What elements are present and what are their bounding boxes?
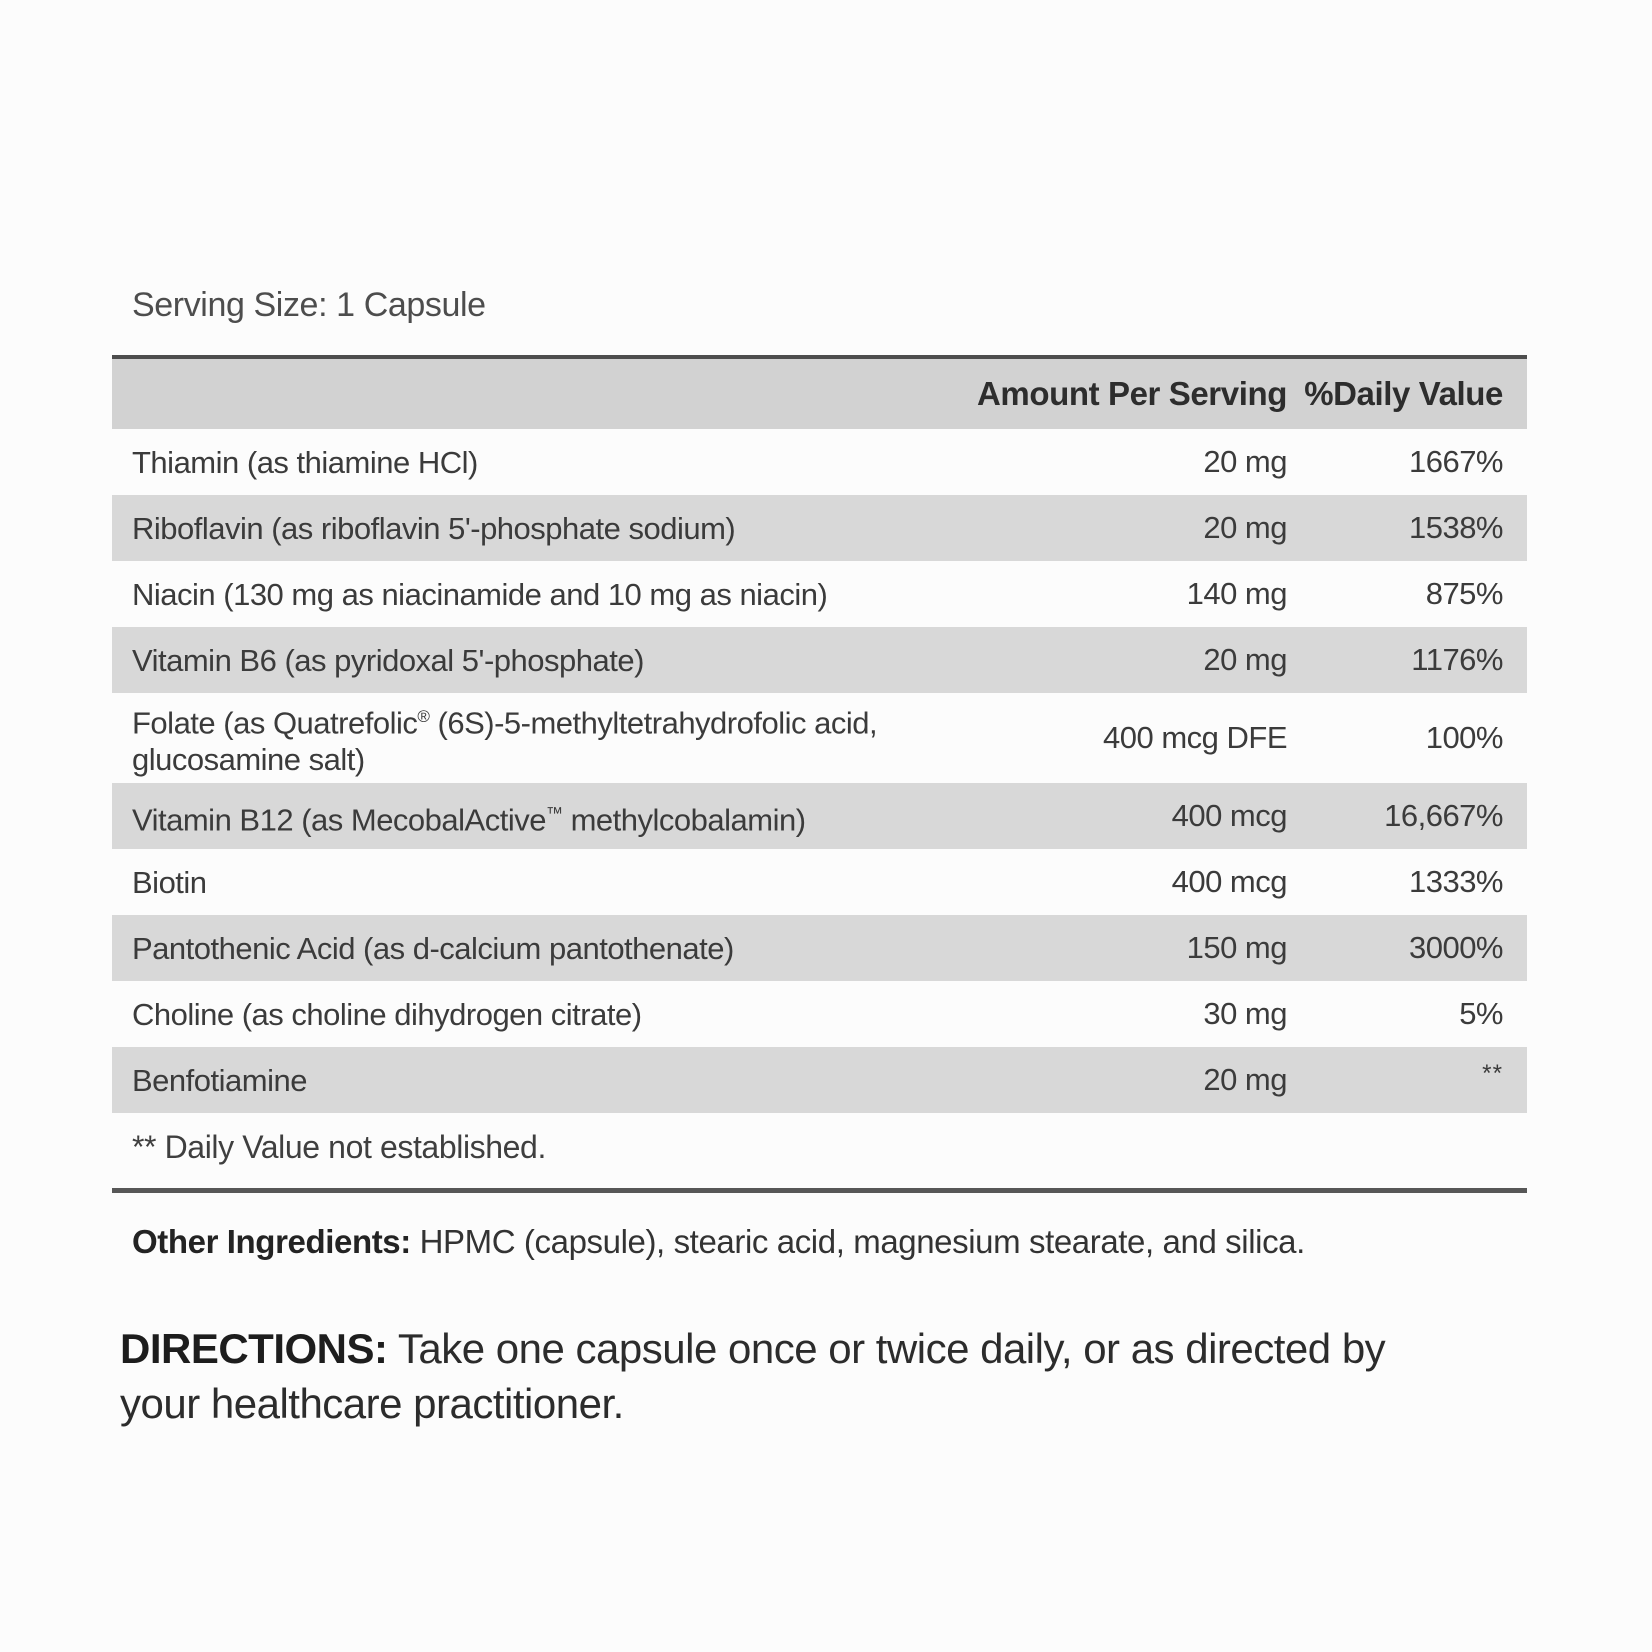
- table-row: Vitamin B12 (as MecobalActive™ methylcob…: [112, 783, 1527, 850]
- nutrient-daily-value: 100%: [1425, 720, 1504, 756]
- header-amount-per-serving: Amount Per Serving: [976, 375, 1287, 412]
- nutrient-name: Vitamin B12 (as MecobalActive™ methylcob…: [132, 801, 806, 837]
- nutrient-amount: 150 mg: [1186, 930, 1288, 966]
- nutrient-name: Vitamin B6 (as pyridoxal 5'-phosphate): [132, 642, 644, 678]
- directions-text: Take one capsule once or twice daily, or…: [120, 1325, 1386, 1428]
- nutrient-amount: 400 mcg: [1171, 864, 1288, 900]
- directions: DIRECTIONS: Take one capsule once or twi…: [112, 1321, 1390, 1431]
- serving-size-text: Serving Size: 1 Capsule: [132, 286, 486, 324]
- nutrient-daily-value: 1667%: [1408, 444, 1504, 479]
- directions-label: DIRECTIONS:: [120, 1325, 388, 1373]
- table-row: Riboflavin (as riboflavin 5'-phosphate s…: [112, 495, 1527, 561]
- nutrient-name: Benfotiamine: [132, 1062, 307, 1098]
- nutrient-name: Biotin: [132, 864, 207, 900]
- other-ingredients-text: HPMC (capsule), stearic acid, magnesium …: [410, 1223, 1306, 1261]
- nutrient-daily-value: 1538%: [1408, 510, 1504, 545]
- table-row: Choline (as choline dihydrogen citrate) …: [112, 981, 1527, 1047]
- nutrient-name: Thiamin (as thiamine HCl): [132, 444, 478, 480]
- table-body: Thiamin (as thiamine HCl) 20 mg 1667% Ri…: [112, 429, 1527, 1114]
- nutrient-name: Choline (as choline dihydrogen citrate): [132, 996, 642, 1032]
- nutrient-amount: 20 mg: [1203, 444, 1287, 479]
- nutrient-name: Riboflavin (as riboflavin 5'-phosphate s…: [132, 510, 736, 546]
- daily-value-footnote: ** Daily Value not established.: [132, 1129, 546, 1166]
- nutrient-amount: 400 mcg: [1171, 798, 1288, 834]
- label-content: Serving Size: 1 Capsule Amount Per Servi…: [112, 286, 1527, 1431]
- table-row: Vitamin B6 (as pyridoxal 5'-phosphate) 2…: [112, 627, 1527, 693]
- nutrient-amount: 400 mcg DFE: [1102, 720, 1288, 756]
- nutrient-amount: 140 mg: [1186, 576, 1288, 611]
- nutrient-name: Pantothenic Acid (as d-calcium pantothen…: [132, 930, 734, 966]
- nutrient-daily-value: 875%: [1425, 576, 1504, 611]
- nutrient-amount: 20 mg: [1203, 1062, 1287, 1098]
- supplement-facts-table: Amount Per Serving %Daily Value Thiamin …: [112, 355, 1527, 1194]
- nutrient-daily-value: 1176%: [1411, 642, 1503, 677]
- table-row: Biotin 400 mcg 1333%: [112, 849, 1527, 915]
- nutrient-name: Niacin (130 mg as niacinamide and 10 mg …: [132, 576, 828, 612]
- table-row: Folate (as Quatrefolic® (6S)-5-methyltet…: [112, 693, 1527, 783]
- table-row: Niacin (130 mg as niacinamide and 10 mg …: [112, 561, 1527, 627]
- nutrient-amount: 20 mg: [1203, 510, 1287, 545]
- other-ingredients: Other Ingredients: HPMC (capsule), stear…: [112, 1223, 1527, 1261]
- table-header-row: Amount Per Serving %Daily Value: [112, 359, 1527, 429]
- nutrient-daily-value: **: [1482, 1060, 1503, 1088]
- nutrient-amount: 20 mg: [1203, 642, 1287, 677]
- table-row: Pantothenic Acid (as d-calcium pantothen…: [112, 915, 1527, 982]
- header-daily-value: %Daily Value: [1304, 375, 1503, 412]
- nutrient-daily-value: 16,667%: [1384, 798, 1503, 834]
- table-row: Thiamin (as thiamine HCl) 20 mg 1667%: [112, 429, 1527, 495]
- nutrient-daily-value: 5%: [1459, 996, 1503, 1032]
- nutrient-name: Folate (as Quatrefolic® (6S)-5-methyltet…: [132, 705, 878, 778]
- table-row: Benfotiamine 20 mg **: [112, 1047, 1527, 1114]
- other-ingredients-label: Other Ingredients:: [132, 1223, 411, 1261]
- nutrient-daily-value: 3000%: [1408, 930, 1504, 966]
- nutrient-amount: 30 mg: [1203, 996, 1287, 1032]
- nutrient-daily-value: 1333%: [1408, 864, 1504, 900]
